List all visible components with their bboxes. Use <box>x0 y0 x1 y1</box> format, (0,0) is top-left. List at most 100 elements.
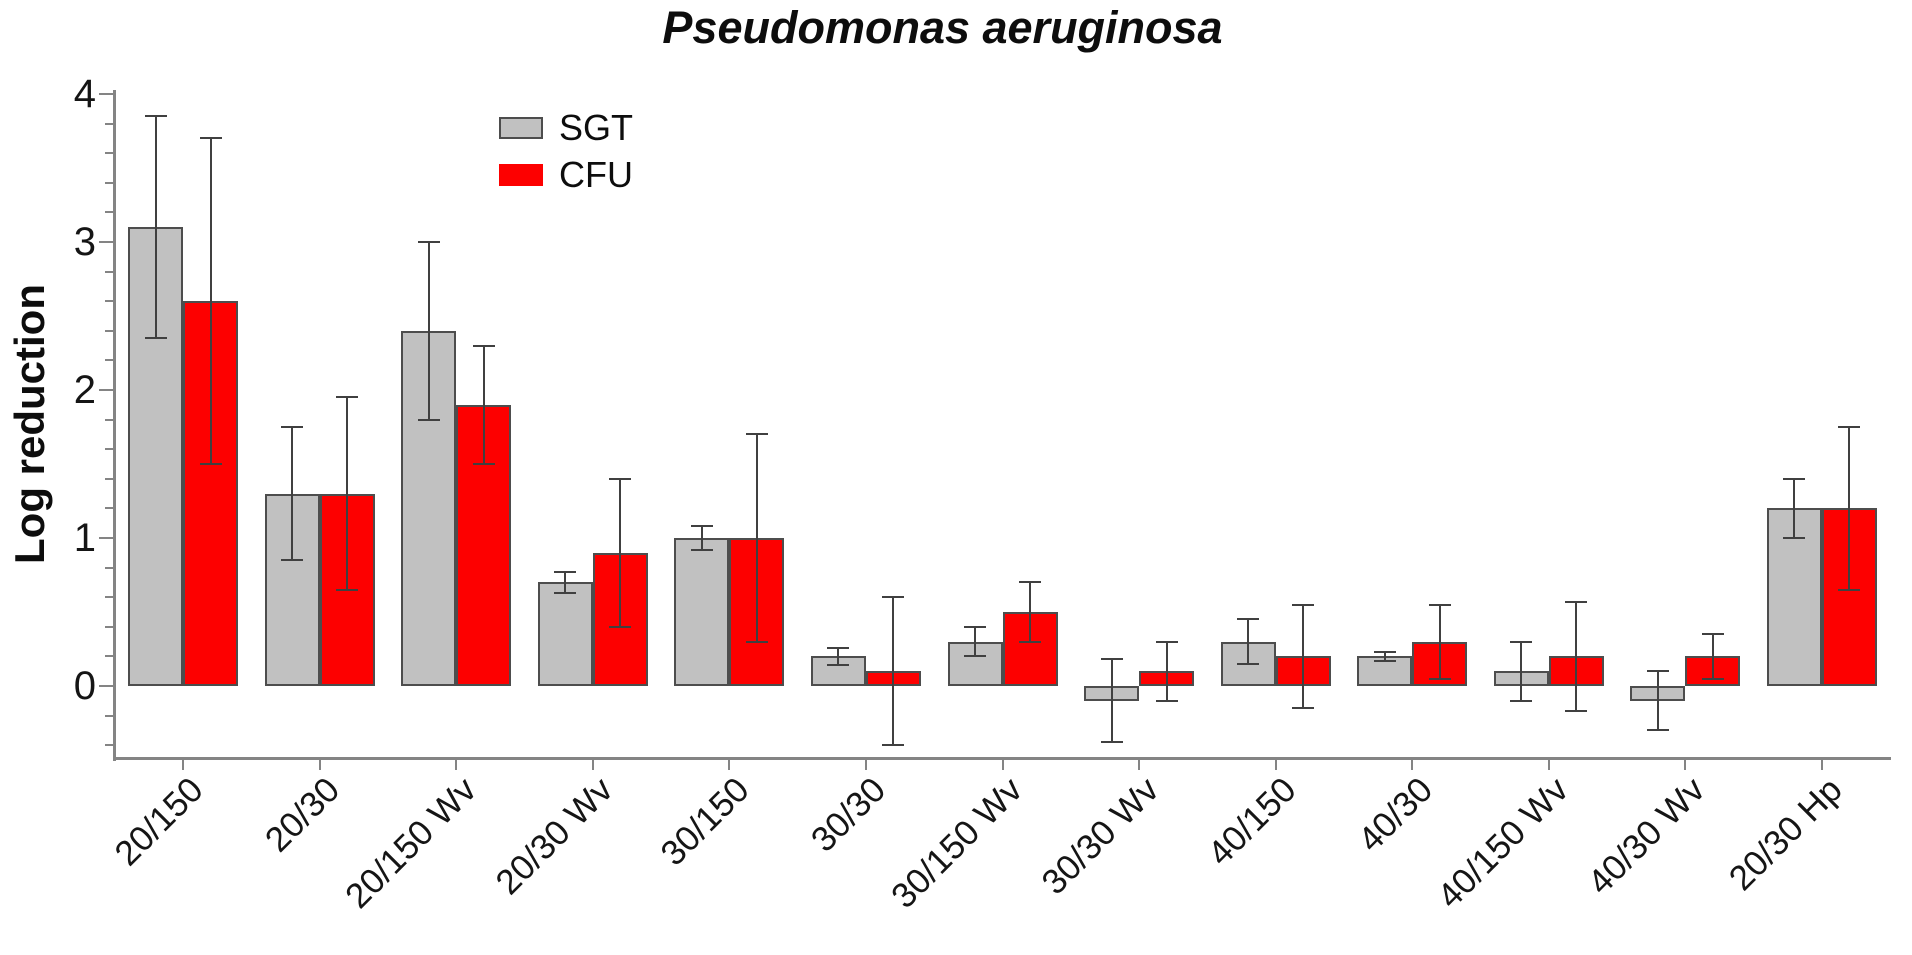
x-tick <box>1138 758 1141 770</box>
x-tick <box>1001 758 1004 770</box>
error-bar-sgt <box>700 526 703 550</box>
error-bar-cap-bottom-cfu <box>882 744 905 747</box>
error-bar-sgt <box>1383 651 1386 661</box>
error-bar-cap-top-sgt <box>144 115 167 118</box>
error-bar-cap-bottom-cfu <box>1838 588 1861 591</box>
y-minor-tick <box>105 418 113 421</box>
y-tick-label: 0 <box>73 664 96 708</box>
y-minor-tick <box>105 270 113 273</box>
y-major-tick <box>99 685 113 687</box>
error-bar-cap-top-cfu <box>199 137 222 140</box>
y-minor-tick <box>105 122 113 125</box>
error-bar-cap-top-cfu <box>1155 640 1178 643</box>
error-bar-cfu <box>482 345 485 464</box>
legend-item-cfu: CFU <box>499 157 633 193</box>
y-major-tick <box>99 537 113 539</box>
error-bar-cap-bottom-sgt <box>1510 699 1533 702</box>
y-minor-tick <box>105 211 113 214</box>
legend-label-sgt: SGT <box>559 107 634 148</box>
error-bar-cap-bottom-sgt <box>417 418 440 421</box>
y-minor-tick <box>105 359 113 362</box>
error-bar-cap-bottom-cfu <box>1701 677 1724 680</box>
error-bar-sgt <box>427 242 430 420</box>
x-tick-label: 30/30 <box>804 770 894 860</box>
y-minor-tick <box>105 152 113 155</box>
error-bar-cap-bottom-cfu <box>1019 640 1041 643</box>
error-bar-cfu <box>1165 641 1168 701</box>
x-tick-label: 40/150 Wv <box>1430 770 1577 916</box>
x-tick <box>182 758 185 770</box>
error-bar-cap-bottom-sgt <box>827 664 850 667</box>
error-bar-cfu <box>346 397 349 590</box>
error-bar-cap-bottom-cfu <box>472 463 495 465</box>
error-bar-cap-top-cfu <box>472 344 495 347</box>
x-tick <box>1274 758 1277 770</box>
y-minor-tick <box>105 655 113 658</box>
error-bar-cap-top-cfu <box>1019 581 1041 584</box>
error-bar-sgt <box>154 116 157 339</box>
error-bar-cap-top-cfu <box>1838 426 1861 428</box>
x-tick-label: 40/30 Wv <box>1580 770 1713 903</box>
error-bar-cap-bottom-cfu <box>1565 710 1588 713</box>
error-bar-sgt <box>1110 659 1113 743</box>
x-tick <box>1547 758 1550 770</box>
error-bar-cap-bottom-sgt <box>281 559 304 562</box>
error-bar-cap-top-sgt <box>281 426 304 428</box>
error-bar-sgt <box>1656 671 1659 731</box>
x-tick-label: 30/150 <box>653 770 758 874</box>
error-bar-cap-bottom-cfu <box>1292 707 1315 710</box>
error-bar-cap-bottom-sgt <box>690 548 713 551</box>
error-bar-sgt <box>564 572 567 593</box>
y-tick-label: 1 <box>73 516 96 560</box>
error-bar-cfu <box>1575 601 1578 712</box>
error-bar-cfu <box>1029 582 1031 642</box>
error-bar-cap-top-sgt <box>964 625 986 628</box>
y-major-tick <box>99 389 113 391</box>
error-bar-sgt <box>1520 641 1523 701</box>
y-minor-tick <box>105 744 113 747</box>
error-bar-cap-top-sgt <box>417 241 440 243</box>
error-bar-cap-top-sgt <box>1373 650 1396 653</box>
x-tick <box>591 758 594 770</box>
x-tick <box>1820 758 1823 770</box>
y-minor-tick <box>105 507 113 510</box>
error-bar-sgt <box>291 427 294 561</box>
x-tick <box>728 758 731 770</box>
error-bar-sgt <box>1793 478 1796 538</box>
y-minor-tick <box>105 477 113 480</box>
bar-sgt <box>264 493 320 686</box>
x-tick-label: 40/30 <box>1350 770 1440 860</box>
y-axis-line <box>113 90 116 761</box>
y-minor-tick <box>105 300 113 303</box>
error-bar-cap-top-sgt <box>690 525 713 528</box>
legend-label-cfu: CFU <box>559 154 633 195</box>
x-tick-label: 20/150 Wv <box>338 770 484 916</box>
error-bar-cfu <box>1711 634 1714 679</box>
error-bar-cap-bottom-sgt <box>964 655 986 658</box>
error-bar-cap-bottom-sgt <box>554 591 577 594</box>
error-bar-cap-top-sgt <box>1646 670 1669 673</box>
error-bar-cfu <box>755 434 758 642</box>
y-major-tick <box>99 93 113 95</box>
error-bar-cap-top-sgt <box>1100 658 1123 661</box>
error-bar-cap-top-cfu <box>609 477 632 480</box>
x-tick <box>864 758 867 770</box>
x-tick-label: 20/150 <box>107 770 211 874</box>
bar-sgt <box>537 582 593 686</box>
error-bar-cfu <box>892 597 895 746</box>
error-bar-cap-bottom-cfu <box>1155 699 1178 702</box>
error-bar-cap-top-sgt <box>554 571 577 574</box>
legend: SGT CFU <box>499 110 633 204</box>
y-minor-tick <box>105 625 113 628</box>
error-bar-cap-bottom-cfu <box>199 463 222 465</box>
error-bar-cap-bottom-sgt <box>1237 662 1260 665</box>
error-bar-cfu <box>619 478 622 627</box>
x-tick-label: 30/30 Wv <box>1034 770 1167 903</box>
error-bar-cap-top-sgt <box>1783 477 1806 480</box>
error-bar-cap-top-cfu <box>336 396 359 399</box>
chart-title: Pseudomonas aeruginosa <box>662 2 1223 53</box>
bar-sgt <box>674 538 730 686</box>
x-tick <box>1411 758 1414 770</box>
y-minor-tick <box>105 181 113 184</box>
x-tick-label: 20/30 Hp <box>1721 770 1850 899</box>
